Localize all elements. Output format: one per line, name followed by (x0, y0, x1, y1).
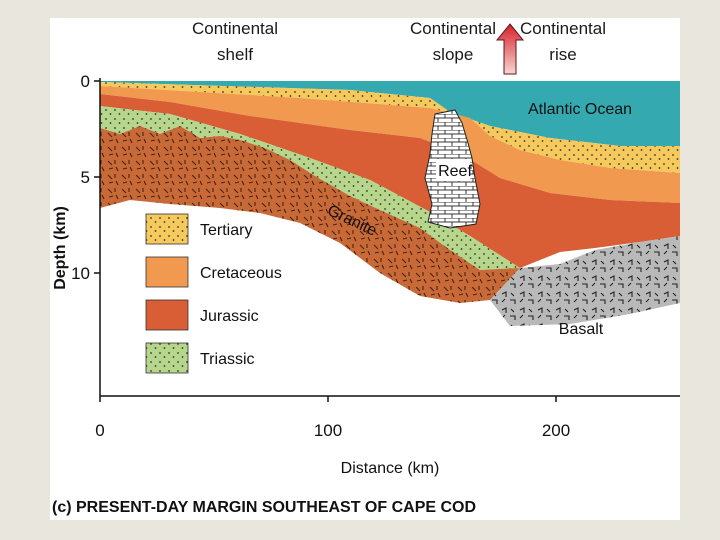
y-tick-10: 10 (71, 264, 90, 283)
legend-swatch-cretaceous (145, 256, 189, 288)
jurassic-layer (100, 94, 680, 268)
header-slope-line2: slope (433, 45, 474, 64)
y-tick-0: 0 (81, 72, 90, 91)
cretaceous-layer (100, 86, 680, 203)
header-shelf-line2: shelf (217, 45, 253, 64)
header-rise-line1: Continental (520, 19, 606, 38)
y-tick-5: 5 (81, 168, 90, 187)
margin-cross-section-diagram: Continental shelf Continental slope Cont… (52, 19, 680, 516)
shelf-break-arrow (495, 23, 525, 75)
figure-panel: Continental shelf Continental slope Cont… (50, 18, 680, 520)
ocean-label: Atlantic Ocean (528, 101, 632, 118)
basalt-label: Basalt (559, 321, 604, 338)
x-tick-0: 0 (95, 421, 104, 440)
legend-label-jurassic: Jurassic (200, 308, 259, 325)
header-shelf-line1: Continental (192, 19, 278, 38)
legend-label-cretaceous: Cretaceous (200, 265, 282, 282)
legend-label-triassic: Triassic (200, 351, 255, 368)
cross-section (100, 81, 680, 326)
x-axis-label: Distance (km) (341, 460, 440, 477)
y-axis-label: Depth (km) (52, 206, 69, 290)
header-slope-line1: Continental (410, 19, 496, 38)
legend-swatch-jurassic (145, 299, 189, 331)
atlantic-ocean-layer (100, 81, 680, 146)
reef-label: Reef (438, 163, 472, 180)
legend-label-tertiary: Tertiary (200, 222, 252, 239)
legend: Tertiary Cretaceous Jurassic Triassic (145, 213, 282, 374)
figure-caption: (c) PRESENT-DAY MARGIN SOUTHEAST OF CAPE… (52, 499, 476, 516)
header-rise-line2: rise (549, 45, 576, 64)
x-tick-100: 100 (314, 421, 342, 440)
x-tick-200: 200 (542, 421, 570, 440)
